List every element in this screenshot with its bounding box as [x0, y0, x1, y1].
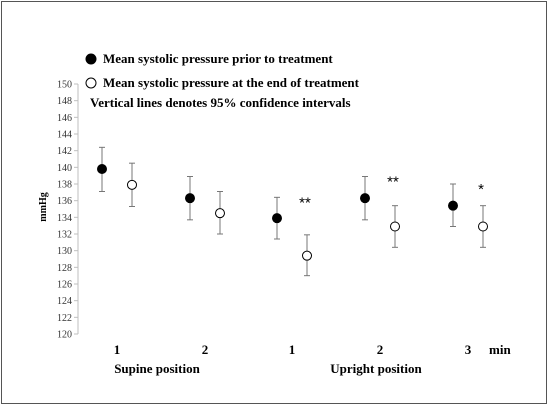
x-ticks: 1 2 1 2 3: [114, 342, 472, 357]
group-label: Supine position: [114, 361, 200, 376]
y-ticks: 120 122 124 126 128 130 132 134 136 138 140 142 144 1…: [57, 80, 78, 341]
group-label: Upright position: [330, 361, 422, 376]
point-end: [478, 221, 488, 232]
y-tick-label: 140: [57, 163, 72, 174]
significance-annotation: **: [387, 174, 399, 191]
data-marks: [97, 146, 488, 277]
y-tick-label: 132: [57, 230, 72, 241]
point-end: [215, 208, 225, 219]
y-tick-label: 142: [57, 146, 72, 157]
point-end: [127, 179, 137, 190]
y-tick-label: 122: [57, 313, 72, 324]
y-tick-label: 150: [57, 80, 72, 91]
point-prior: [360, 193, 370, 204]
legend-entry-end: Mean systolic pressure at the end of tre…: [103, 75, 360, 90]
y-tick-label: 138: [57, 180, 72, 191]
legend: Mean systolic pressure prior to treatmen…: [85, 51, 360, 110]
x-tick-label: 3: [465, 342, 472, 357]
y-tick-label: 146: [57, 113, 72, 124]
x-tick-label: 1: [114, 342, 121, 357]
x-tick-label: 2: [377, 342, 384, 357]
point-end: [390, 221, 400, 232]
y-tick-label: 124: [57, 296, 72, 307]
point-prior: [97, 164, 107, 174]
y-tick-label: 128: [57, 263, 72, 274]
group-labels: Supine position Upright position: [114, 361, 422, 376]
y-tick-label: 134: [57, 213, 72, 224]
x-tick-label: 2: [202, 342, 209, 357]
annotations: **** *: [299, 174, 484, 212]
x-unit-label: min: [489, 342, 511, 357]
point-prior: [185, 193, 195, 204]
point-end: [302, 250, 312, 261]
y-axis-label: mmHg: [38, 192, 49, 221]
y-tick-label: 126: [57, 280, 72, 291]
y-tick-label: 148: [57, 96, 72, 107]
y-tick-label: 130: [57, 246, 72, 257]
point-prior: [272, 213, 282, 224]
point-prior: [448, 200, 458, 211]
significance-annotation: *: [478, 181, 484, 198]
y-tick-label: 136: [57, 196, 72, 207]
legend-note: Vertical lines denotes 95% confidence in…: [90, 95, 351, 110]
significance-annotation: **: [299, 194, 311, 211]
y-tick-label: 120: [57, 330, 72, 341]
legend-marker-open: [85, 77, 97, 89]
x-tick-label: 1: [289, 342, 296, 357]
legend-marker-filled: [85, 53, 97, 65]
y-tick-label: 144: [57, 130, 72, 141]
legend-entry-prior: Mean systolic pressure prior to treatmen…: [103, 51, 333, 66]
